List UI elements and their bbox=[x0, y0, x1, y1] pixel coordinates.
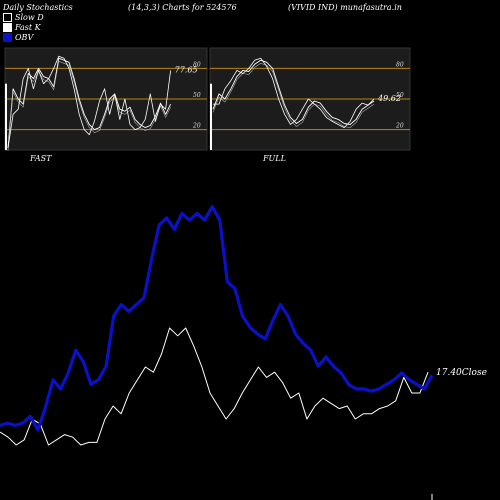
chart-header-params: (14,3,3) Charts for 524576 bbox=[128, 3, 237, 12]
fast-panel-title: FAST bbox=[29, 154, 52, 163]
full-tick-label-50: 50 bbox=[396, 92, 404, 99]
full-tick-label-20: 20 bbox=[395, 123, 404, 130]
full-series-slow-d-shadow bbox=[212, 62, 375, 128]
legend-fast-k-swatch bbox=[3, 23, 12, 32]
legend-slow-d: Slow D bbox=[3, 13, 44, 22]
fast-series-slow-d-shadow bbox=[7, 60, 171, 152]
fast-last-value-label: 77.65 bbox=[175, 65, 198, 74]
legend-slow-d-swatch bbox=[3, 13, 12, 22]
chart-header-title: Daily Stochastics bbox=[3, 3, 73, 12]
full-tick-label-80: 80 bbox=[396, 61, 404, 68]
fast-tick-label-20: 20 bbox=[192, 123, 201, 130]
legend-obv-swatch bbox=[3, 33, 12, 42]
price-series-line bbox=[0, 327, 429, 446]
legend-fast-k-label: Fast K bbox=[15, 23, 41, 32]
fast-tick-label-80: 80 bbox=[193, 61, 201, 68]
close-value-label: 17.40Close bbox=[436, 368, 487, 378]
full-panel-title: FULL bbox=[262, 154, 286, 163]
obv-series-line bbox=[0, 205, 434, 432]
fast-tick-label-50: 50 bbox=[193, 92, 201, 99]
legend-obv: OBV bbox=[3, 33, 33, 42]
legend-fast-k: Fast K bbox=[3, 23, 41, 32]
full-series-fast-k bbox=[213, 57, 375, 128]
legend-slow-d-label: Slow D bbox=[15, 13, 44, 22]
legend-obv-label: OBV bbox=[15, 33, 34, 42]
fast-series-fast-k bbox=[7, 55, 171, 149]
chart-header-source: (VIVID IND) munafasutra.in bbox=[288, 3, 402, 12]
full-last-value-label: 49.62 bbox=[377, 94, 401, 103]
fast-series-slow-d bbox=[7, 57, 172, 149]
